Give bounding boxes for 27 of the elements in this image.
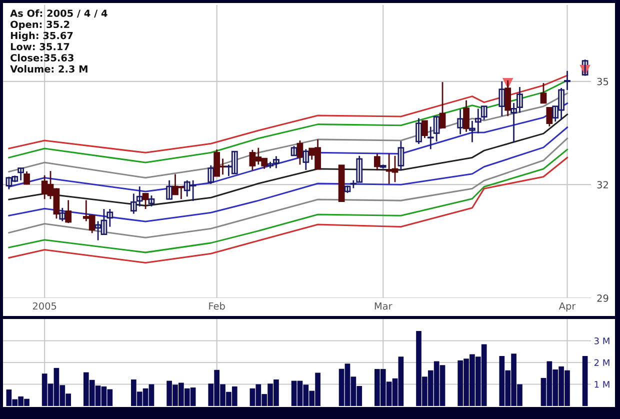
y-tick-label: 29 bbox=[597, 294, 608, 302]
bar bbox=[582, 356, 588, 406]
candlestick bbox=[469, 120, 476, 143]
line-series bbox=[8, 138, 568, 238]
annotation: Open: 35.2 bbox=[10, 20, 70, 30]
y-tick-label: 1 M bbox=[594, 381, 610, 388]
annotation: Close:35.63 bbox=[10, 54, 74, 62]
line-series bbox=[8, 156, 568, 264]
line-series bbox=[8, 148, 568, 254]
candlestick bbox=[380, 164, 386, 170]
candlestick bbox=[427, 126, 434, 150]
y-tick-label: 3 M bbox=[594, 337, 610, 344]
y-tick-label: 32 bbox=[597, 181, 608, 188]
annotation: Volume: 2.3 M bbox=[10, 65, 88, 73]
x-tick-label: Feb bbox=[209, 302, 225, 310]
line-series bbox=[8, 126, 568, 222]
annotation: Low: 35.17 bbox=[10, 42, 70, 50]
line-series bbox=[8, 74, 568, 154]
candlestick bbox=[338, 164, 345, 202]
x-tick-label: Mar bbox=[374, 302, 392, 310]
x-tick-label: Apr bbox=[558, 302, 576, 312]
annotation: High: 35.67 bbox=[10, 32, 73, 42]
line-series bbox=[8, 114, 568, 206]
x-tick-label: 2005 bbox=[32, 302, 56, 310]
y-tick-label: 35 bbox=[597, 78, 608, 86]
annotation: As Of: 2005 / 4 / 4 bbox=[10, 9, 108, 18]
y-tick-label: 2 M bbox=[594, 359, 610, 366]
